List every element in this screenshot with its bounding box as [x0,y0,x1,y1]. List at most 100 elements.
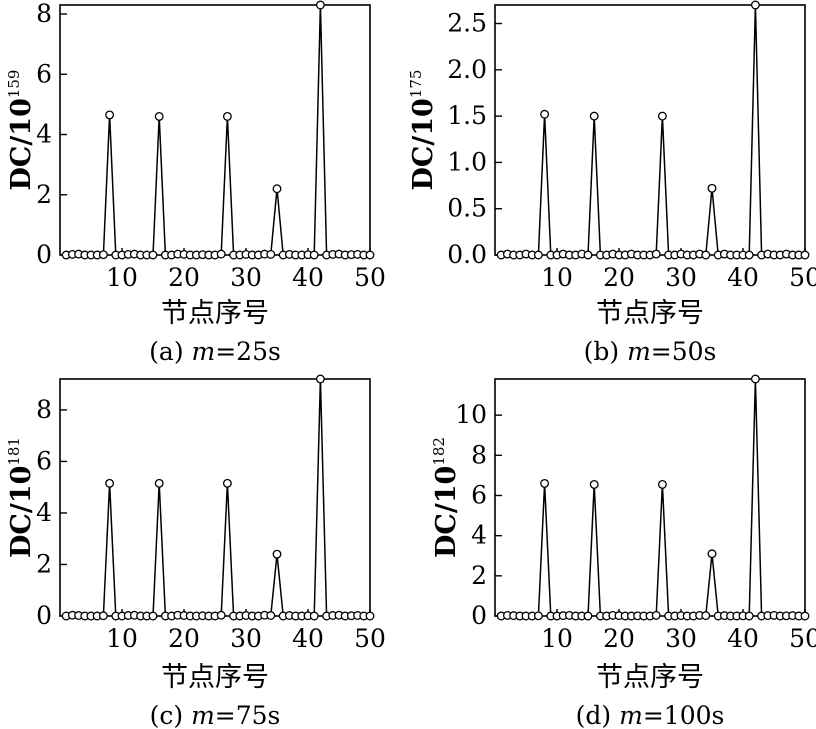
y-tick-label: 10 [455,400,487,429]
data-point [750,374,760,384]
data-point [365,611,375,621]
data-point [589,479,599,489]
x-tick-label: 20 [603,624,635,653]
y-tick-label: 0 [471,601,487,630]
caption-variable: m [192,337,216,366]
y-tick-label: 2.5 [447,9,487,38]
data-point [701,250,711,260]
y-tick-label: 6 [36,446,52,475]
x-tick-label: 40 [292,624,324,653]
data-point [583,250,593,260]
data-point [315,0,325,10]
x-tick-label: 30 [665,624,697,653]
y-axis-label: DC/10181 [5,437,37,558]
series-line [66,4,370,256]
x-axis-label: 节点序号 [596,662,704,693]
x-tick-label: 50 [789,624,816,653]
data-point [154,111,164,121]
y-axis-label-exponent: 181 [5,437,23,466]
chart-panel-d: 0 2 4 6 8 10 10 20 30 40 50 DC/10182 节点序号 (d) m=100s [430,374,816,729]
y-tick-label: 8 [36,395,52,424]
x-tick-label: 50 [789,263,816,292]
x-tick-label: 40 [727,263,759,292]
x-axis-label: 节点序号 [161,662,269,693]
y-tick-label: 8 [36,0,52,28]
data-point [540,478,550,488]
data-point [98,250,108,260]
data-point [365,250,375,260]
data-point [583,611,593,621]
data-point [800,611,810,621]
y-tick-label: 0 [36,240,52,269]
y-axis-label-base: DC/10 [6,98,37,190]
x-tick-label: 30 [230,263,262,292]
series-line [66,378,370,617]
y-tick-label: 2 [471,561,487,590]
series-line [501,4,805,256]
y-axis-label-base: DC/10 [6,466,37,558]
data-point [651,249,661,259]
caption-prefix: (a) [149,337,191,366]
data-point [272,184,282,194]
x-axis-label: 节点序号 [161,298,269,329]
y-tick-label: 0.5 [447,194,487,223]
data-point [540,109,550,119]
y-axis-label: DC/10159 [5,70,37,191]
y-tick-label: 6 [36,59,52,88]
y-axis-label-exponent: 182 [430,437,448,466]
series-line [501,378,805,617]
x-tick-label: 10 [106,624,138,653]
data-point [309,250,319,260]
y-axis-label-base: DC/10 [431,466,462,558]
data-point [744,611,754,621]
x-tick-label: 50 [354,263,386,292]
x-tick-label: 10 [106,263,138,292]
x-tick-label: 20 [168,263,200,292]
data-point [533,611,543,621]
caption-suffix: =50s [651,337,717,366]
data-point [651,610,661,620]
panel-caption: (d) m=100s [576,701,725,729]
data-point [750,0,760,10]
data-point [707,183,717,193]
data-point [266,611,276,620]
caption-suffix: =100s [643,701,725,729]
y-tick-label: 1.0 [447,147,487,176]
chart-panel-c: 0 2 4 6 8 10 20 30 40 50 DC/10181 节点序号 (c) m=75s [5,374,386,729]
caption-prefix: (c) [150,701,191,729]
y-tick-label: 2 [36,549,52,578]
caption-prefix: (d) [576,701,619,729]
data-point [216,610,226,620]
x-tick-label: 10 [541,263,573,292]
data-point [222,111,232,121]
y-axis-label: DC/10175 [407,70,439,191]
data-point [105,110,115,120]
data-point [315,374,325,384]
data-point [707,549,717,559]
data-point [148,250,158,260]
x-tick-label: 30 [665,263,697,292]
data-point [657,479,667,489]
y-axis-label-exponent: 159 [5,70,23,99]
data-point [800,250,810,260]
y-tick-label: 0.0 [447,240,487,269]
y-tick-label: 6 [471,480,487,509]
y-tick-label: 4 [471,521,487,550]
y-axis-label-base: DC/10 [408,98,439,190]
data-point [744,250,754,260]
data-point [98,611,108,621]
x-tick-label: 40 [727,624,759,653]
y-axis-label-exponent: 175 [407,70,425,99]
caption-prefix: (b) [584,337,627,366]
x-tick-label: 40 [292,263,324,292]
x-axis-label: 节点序号 [596,298,704,329]
chart-panel-a: 0 2 4 6 8 10 20 30 40 50 DC/10159 节点序号 (a) m=25s [5,0,386,366]
data-point [701,611,711,621]
x-tick-label: 10 [541,624,573,653]
caption-variable: m [627,337,651,366]
x-tick-label: 30 [230,624,262,653]
y-tick-label: 4 [36,498,52,527]
caption-suffix: =75s [215,701,281,729]
data-point [216,249,226,259]
